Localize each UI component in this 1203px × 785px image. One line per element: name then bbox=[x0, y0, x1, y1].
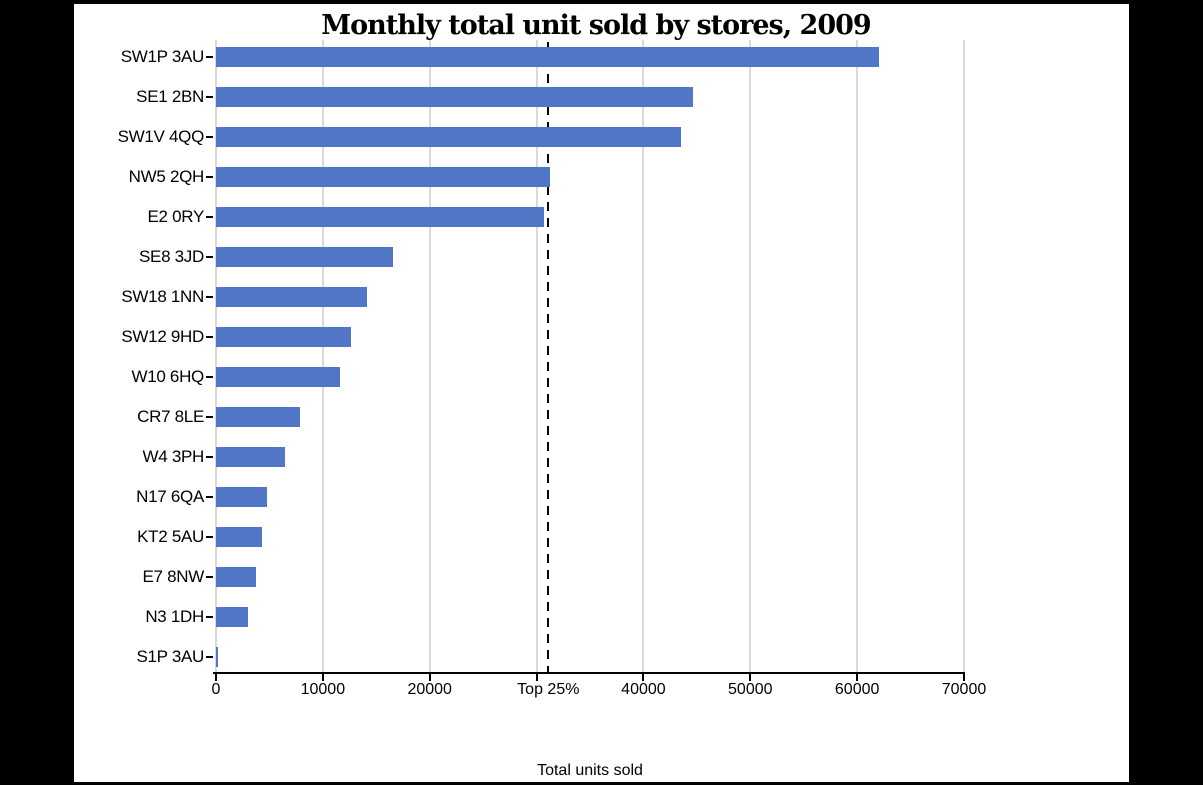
y-tick-label: E2 0RY bbox=[147, 207, 205, 226]
bar bbox=[216, 127, 681, 147]
y-tick bbox=[206, 176, 213, 178]
x-tick-label: 10000 bbox=[300, 681, 346, 698]
x-tick-label: 20000 bbox=[407, 681, 452, 698]
bar bbox=[216, 447, 285, 467]
bar bbox=[216, 87, 693, 107]
bar bbox=[216, 647, 218, 667]
y-tick-label: KT2 5AU bbox=[137, 527, 204, 546]
bar bbox=[216, 167, 550, 187]
bar bbox=[216, 367, 340, 387]
y-tick bbox=[206, 216, 213, 218]
y-tick bbox=[206, 536, 213, 538]
x-tick bbox=[215, 674, 217, 681]
gridline bbox=[535, 40, 538, 672]
x-tick-label: Top 25% bbox=[517, 681, 580, 698]
bar bbox=[216, 47, 879, 67]
y-tick-label: W4 3PH bbox=[142, 447, 205, 466]
x-tick bbox=[963, 674, 965, 681]
x-tick bbox=[749, 674, 752, 681]
x-tick-label: 70000 bbox=[941, 681, 987, 698]
y-tick bbox=[206, 456, 213, 458]
y-tick bbox=[206, 136, 213, 138]
y-tick-label: NW5 2QH bbox=[128, 167, 205, 186]
gridline bbox=[856, 40, 859, 672]
y-tick bbox=[206, 496, 213, 498]
x-tick bbox=[535, 674, 538, 681]
gridline bbox=[963, 40, 965, 672]
y-tick-label: W10 6HQ bbox=[131, 367, 204, 386]
y-tick-label: SE8 3JD bbox=[139, 247, 204, 266]
y-tick bbox=[206, 576, 213, 578]
bar bbox=[216, 567, 256, 587]
bar bbox=[216, 207, 544, 227]
bar bbox=[216, 607, 248, 627]
chart-title: Monthly total unit sold by stores, 2009 bbox=[321, 10, 871, 41]
y-tick-label: SW1V 4QQ bbox=[117, 127, 205, 146]
y-tick bbox=[206, 376, 213, 378]
bar bbox=[216, 487, 267, 507]
bar bbox=[216, 247, 393, 267]
y-tick bbox=[206, 256, 213, 258]
y-tick-label: CR7 8LE bbox=[137, 407, 204, 426]
bar bbox=[216, 407, 300, 427]
gridline bbox=[428, 40, 431, 672]
x-tick bbox=[856, 674, 859, 681]
y-tick bbox=[206, 336, 213, 338]
x-tick-label: 60000 bbox=[834, 681, 880, 698]
x-tick-label: 0 bbox=[211, 681, 221, 698]
x-tick-label: 40000 bbox=[621, 681, 666, 698]
y-tick bbox=[206, 656, 213, 658]
y-tick bbox=[206, 416, 213, 418]
bar bbox=[216, 527, 262, 547]
y-tick bbox=[206, 96, 213, 98]
x-tick-label: 50000 bbox=[728, 681, 773, 698]
gridline bbox=[749, 40, 752, 672]
x-tick bbox=[321, 674, 324, 681]
y-tick-label: SW12 9HD bbox=[121, 327, 204, 346]
bar bbox=[216, 287, 367, 307]
y-tick-label: SE1 2BN bbox=[136, 87, 204, 106]
bar bbox=[216, 327, 351, 347]
x-tick bbox=[642, 674, 645, 681]
x-axis-line bbox=[213, 672, 965, 674]
y-tick bbox=[206, 296, 213, 298]
x-tick bbox=[428, 674, 431, 681]
gridline bbox=[321, 40, 324, 672]
y-tick-label: SW18 1NN bbox=[121, 287, 204, 306]
y-tick-label: N3 1DH bbox=[145, 607, 204, 626]
x-axis-title: Total units sold bbox=[537, 762, 643, 779]
y-tick bbox=[206, 616, 213, 618]
y-tick bbox=[206, 56, 213, 58]
top25-reference-line bbox=[547, 42, 550, 672]
gridline bbox=[215, 40, 217, 672]
y-tick-label: SW1P 3AU bbox=[120, 47, 205, 66]
y-tick-label: E7 8NW bbox=[142, 567, 205, 586]
y-tick-label: S1P 3AU bbox=[136, 647, 204, 666]
gridline bbox=[642, 40, 645, 672]
y-tick-label: N17 6QA bbox=[136, 487, 204, 506]
